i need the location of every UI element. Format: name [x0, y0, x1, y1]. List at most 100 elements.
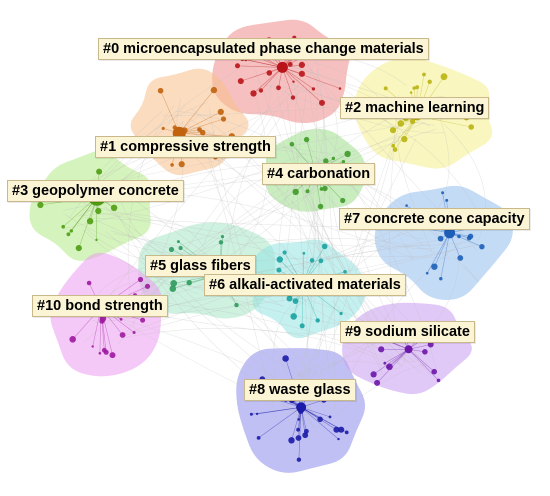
node — [389, 127, 397, 134]
node — [479, 244, 485, 250]
node — [86, 218, 94, 225]
node — [256, 436, 261, 440]
node — [95, 238, 98, 242]
node — [296, 427, 300, 432]
node — [298, 70, 305, 77]
edge — [282, 67, 341, 89]
edge — [82, 209, 321, 267]
node — [305, 189, 310, 194]
node — [176, 240, 180, 244]
edge — [85, 204, 468, 247]
edge — [397, 135, 433, 254]
node — [217, 108, 224, 115]
node — [186, 280, 192, 286]
node — [333, 426, 340, 433]
node — [391, 143, 396, 148]
node — [425, 271, 429, 275]
edge — [408, 349, 435, 372]
node — [303, 136, 310, 143]
node — [292, 80, 295, 83]
node — [383, 86, 388, 91]
node — [323, 158, 329, 164]
node — [99, 318, 105, 324]
node — [61, 224, 65, 229]
edge — [239, 238, 450, 257]
node — [344, 430, 349, 435]
edge — [249, 77, 446, 134]
node — [328, 415, 332, 419]
cluster-label-10: #10 bond strength — [32, 295, 168, 317]
edge — [118, 215, 319, 429]
edge — [434, 232, 450, 267]
edge — [309, 128, 437, 194]
node — [299, 323, 305, 329]
node — [178, 245, 183, 251]
node — [144, 283, 151, 289]
edge — [316, 52, 336, 413]
node — [321, 243, 328, 250]
node — [440, 73, 448, 81]
node — [69, 229, 74, 233]
cluster-label-9: #9 sodium silicate — [340, 321, 475, 343]
cluster-label-2: #2 machine learning — [340, 97, 490, 119]
node — [386, 363, 393, 371]
node — [249, 412, 253, 416]
node — [415, 85, 420, 90]
edge — [91, 54, 265, 194]
node-hub-8 — [296, 402, 307, 413]
node — [409, 118, 416, 125]
cluster-label-3: #3 geopolymer concrete — [7, 180, 184, 202]
edge — [282, 67, 314, 90]
node — [422, 72, 426, 77]
node — [344, 150, 351, 158]
edge — [179, 132, 232, 137]
edge — [452, 255, 480, 283]
node — [119, 332, 126, 338]
cluster-hull-3 — [29, 150, 151, 261]
node — [441, 191, 445, 195]
edge — [269, 85, 478, 211]
node — [168, 246, 175, 253]
node — [282, 250, 287, 255]
edge — [63, 213, 207, 255]
node-hub-7 — [444, 227, 456, 239]
node — [466, 235, 472, 241]
node — [427, 79, 432, 85]
edge — [298, 407, 302, 460]
node — [383, 361, 387, 365]
edge — [408, 349, 439, 381]
edge — [384, 349, 409, 364]
node — [322, 185, 328, 192]
node — [339, 311, 343, 316]
node — [290, 95, 296, 100]
node — [302, 251, 306, 255]
edge — [245, 59, 283, 68]
node — [66, 232, 71, 237]
cluster-label-4: #4 carbonation — [262, 163, 376, 185]
node — [110, 204, 118, 211]
edge — [258, 407, 302, 439]
node — [137, 276, 144, 283]
node — [295, 435, 302, 441]
node — [169, 285, 177, 293]
cluster-label-0: #0 microencapsulated phase change materi… — [98, 38, 429, 60]
edge — [135, 122, 426, 311]
node — [288, 437, 295, 444]
node — [86, 280, 92, 286]
edge — [87, 299, 310, 418]
node — [178, 161, 185, 168]
node — [234, 302, 239, 308]
node — [237, 78, 244, 85]
edge — [257, 407, 302, 415]
node — [98, 352, 102, 355]
edge — [207, 150, 308, 276]
node — [309, 258, 315, 263]
node — [338, 426, 345, 433]
node — [91, 345, 94, 348]
edge — [320, 187, 436, 250]
node — [457, 234, 461, 239]
edge — [237, 65, 283, 68]
node — [378, 346, 385, 353]
node — [276, 267, 282, 273]
edge — [300, 407, 339, 440]
